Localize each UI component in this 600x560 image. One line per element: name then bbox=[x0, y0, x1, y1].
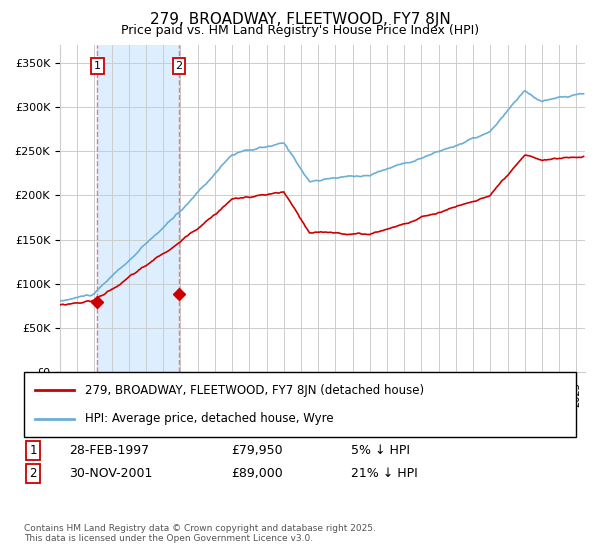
Text: £79,950: £79,950 bbox=[231, 444, 283, 458]
Text: 30-NOV-2001: 30-NOV-2001 bbox=[69, 466, 152, 480]
Text: 279, BROADWAY, FLEETWOOD, FY7 8JN: 279, BROADWAY, FLEETWOOD, FY7 8JN bbox=[149, 12, 451, 27]
Text: £89,000: £89,000 bbox=[231, 466, 283, 480]
Text: 21% ↓ HPI: 21% ↓ HPI bbox=[351, 466, 418, 480]
Bar bbox=[97, 45, 179, 372]
Text: 279, BROADWAY, FLEETWOOD, FY7 8JN (detached house): 279, BROADWAY, FLEETWOOD, FY7 8JN (detac… bbox=[85, 384, 424, 397]
FancyBboxPatch shape bbox=[24, 372, 576, 437]
Text: HPI: Average price, detached house, Wyre: HPI: Average price, detached house, Wyre bbox=[85, 412, 334, 425]
Text: 1: 1 bbox=[94, 61, 101, 71]
Text: 28-FEB-1997: 28-FEB-1997 bbox=[69, 444, 149, 458]
Text: 2: 2 bbox=[29, 466, 37, 480]
Text: Contains HM Land Registry data © Crown copyright and database right 2025.
This d: Contains HM Land Registry data © Crown c… bbox=[24, 524, 376, 543]
Text: 5% ↓ HPI: 5% ↓ HPI bbox=[351, 444, 410, 458]
Text: 1: 1 bbox=[29, 444, 37, 458]
Text: Price paid vs. HM Land Registry's House Price Index (HPI): Price paid vs. HM Land Registry's House … bbox=[121, 24, 479, 37]
Text: 2: 2 bbox=[176, 61, 182, 71]
